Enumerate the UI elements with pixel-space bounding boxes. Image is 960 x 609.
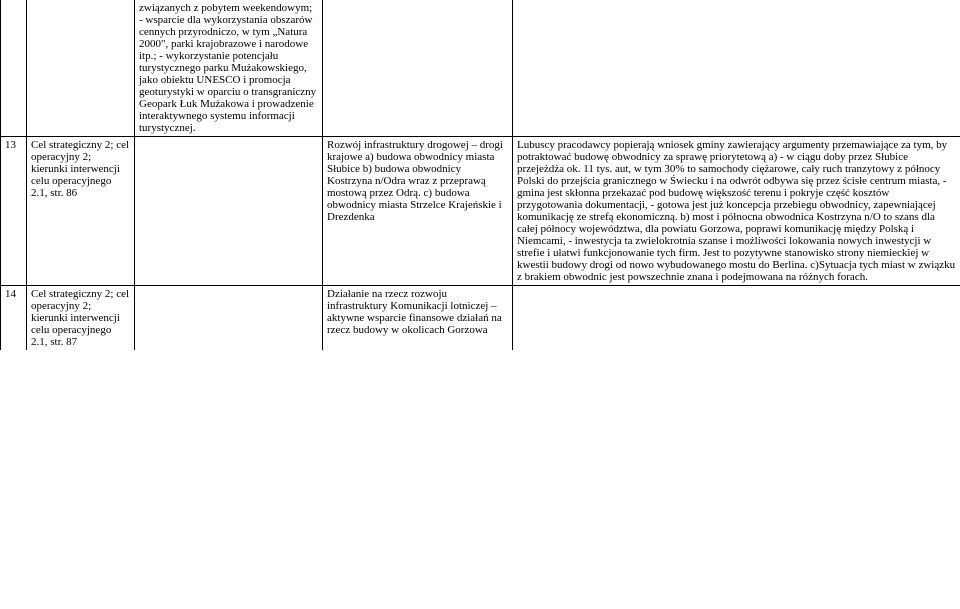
cell-cel: Cel strategiczny 2; cel operacyjny 2; ki… (27, 137, 135, 286)
cell-desc (135, 137, 323, 286)
cell-cel: Cel strategiczny 2; cel operacyjny 2; ki… (27, 286, 135, 351)
cell-roz: Rozwój infrastruktury drogowej – drogi k… (323, 137, 513, 286)
table-row: 13 Cel strategiczny 2; cel operacyjny 2;… (1, 137, 960, 286)
cell-arg (513, 0, 960, 137)
cell-desc: związanych z pobytem weekendowym; - wspa… (135, 0, 323, 137)
cell-desc (135, 286, 323, 351)
cell-roz: Działanie na rzecz rozwoju infrastruktur… (323, 286, 513, 351)
table-row: związanych z pobytem weekendowym; - wspa… (1, 0, 960, 137)
cell-roz (323, 0, 513, 137)
document-table: związanych z pobytem weekendowym; - wspa… (0, 0, 960, 350)
cell-arg (513, 286, 960, 351)
cell-num: 14 (1, 286, 27, 351)
cell-cel (27, 0, 135, 137)
cell-arg: Lubuscy pracodawcy popierają wniosek gmi… (513, 137, 960, 286)
cell-num (1, 0, 27, 137)
table-row: 14 Cel strategiczny 2; cel operacyjny 2;… (1, 286, 960, 351)
cell-num: 13 (1, 137, 27, 286)
